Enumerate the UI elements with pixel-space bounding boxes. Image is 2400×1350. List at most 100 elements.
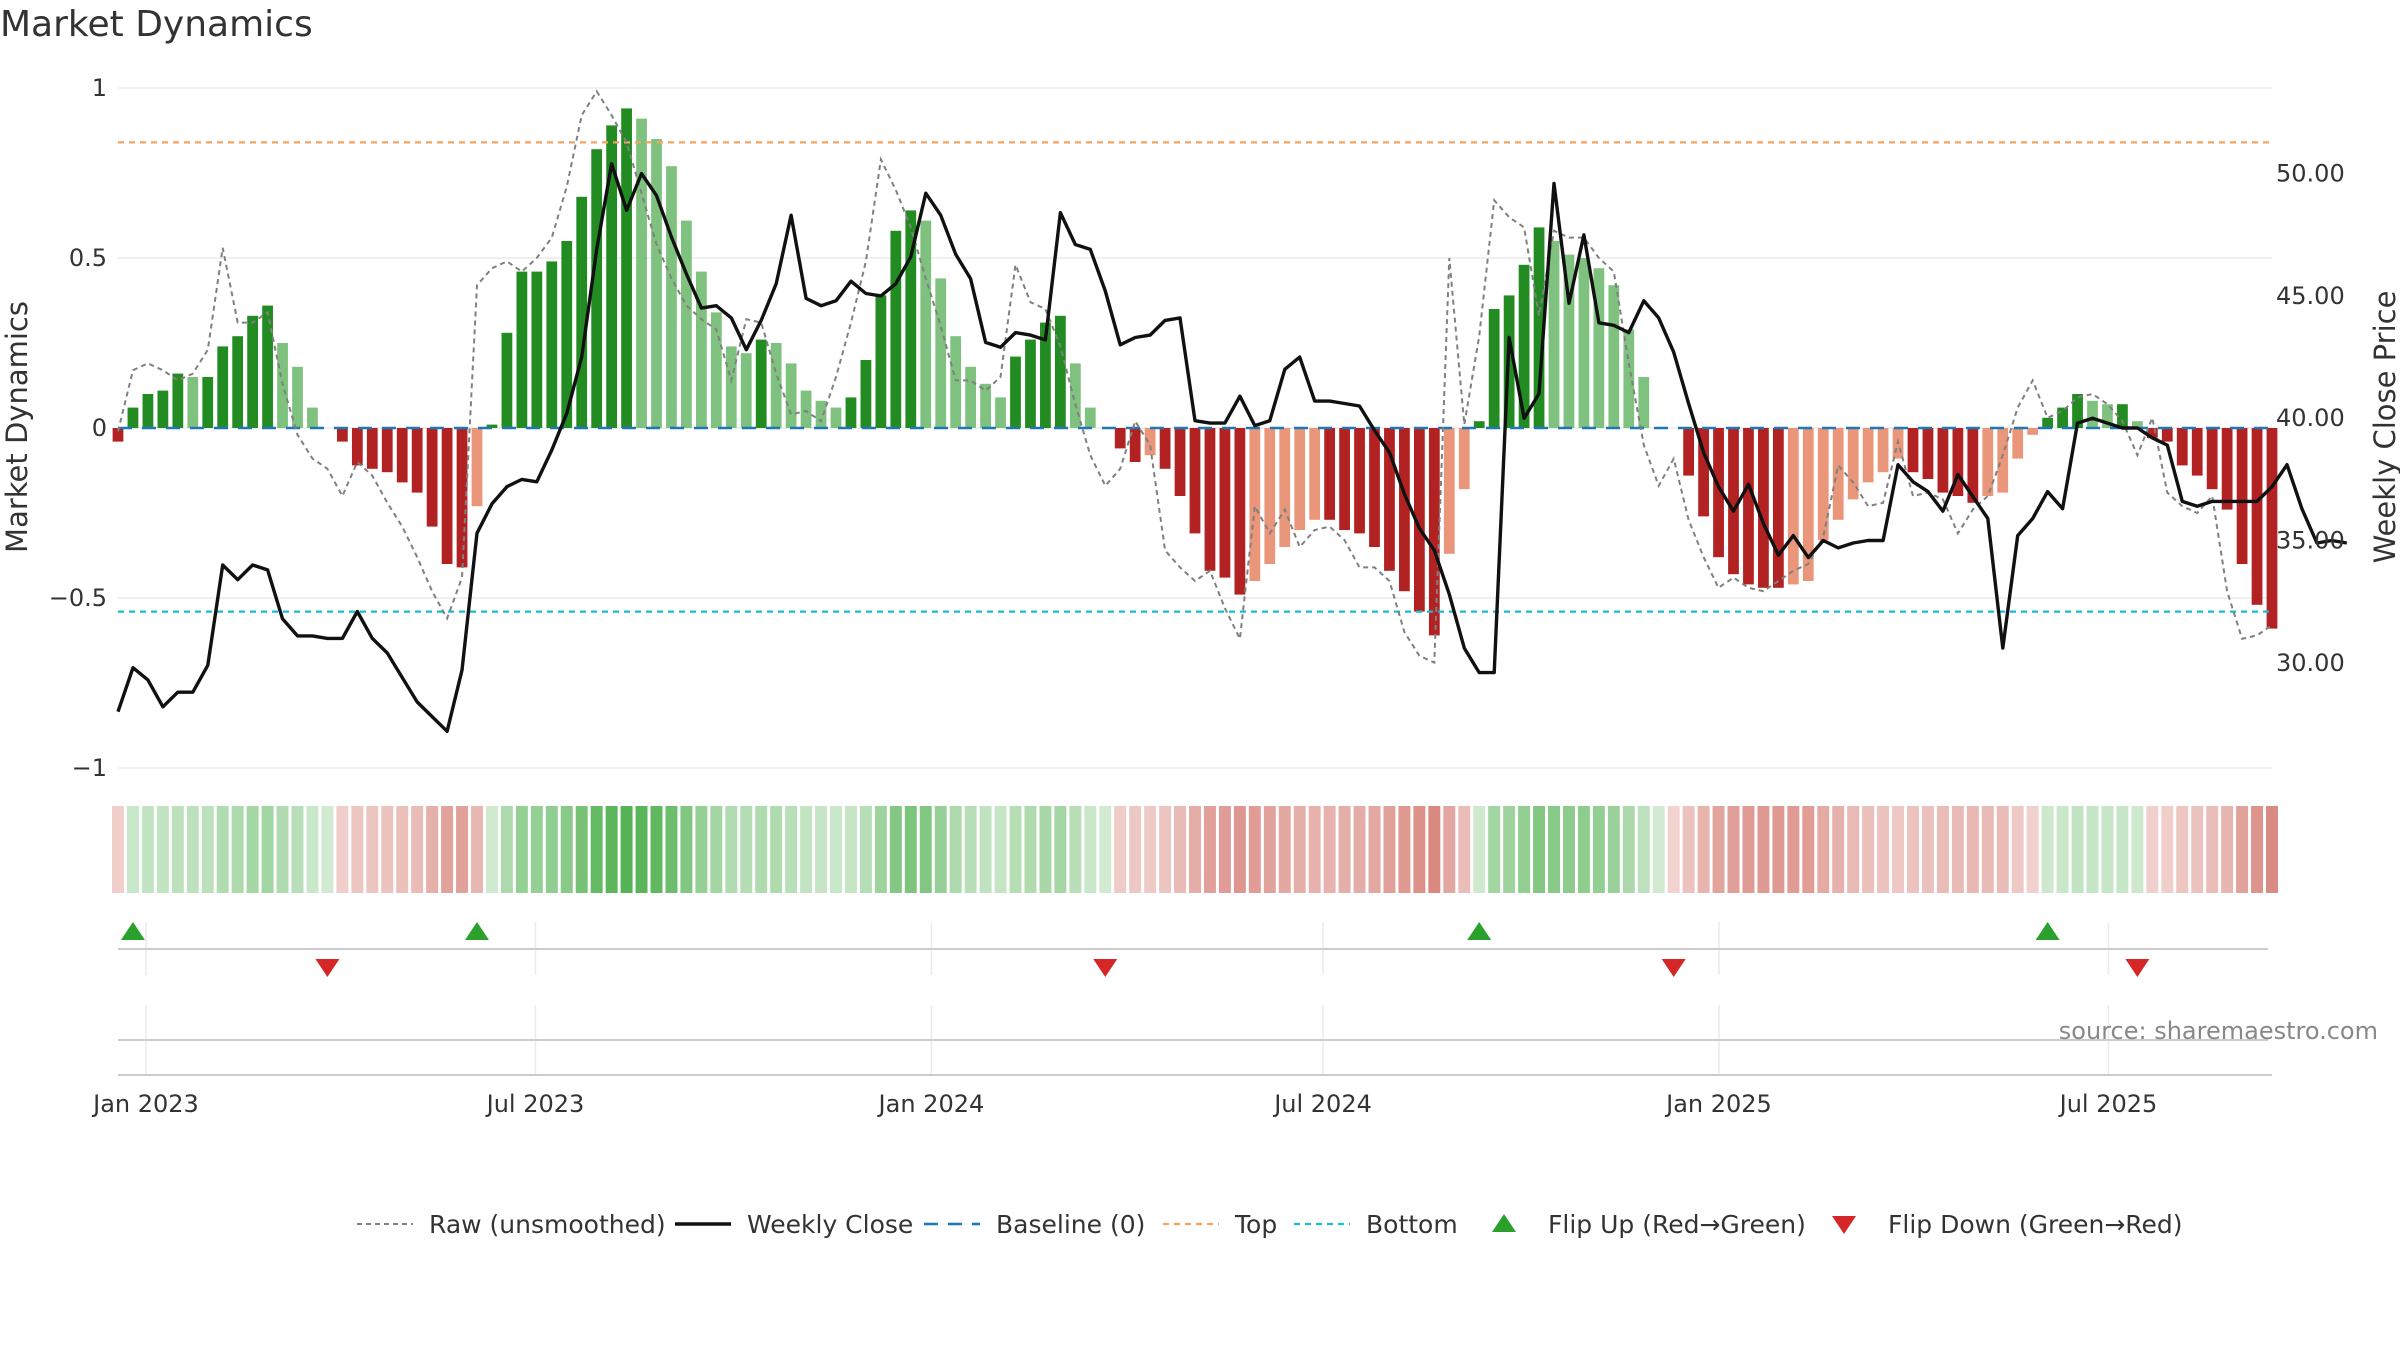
regime-cell: [949, 806, 962, 893]
regime-cell: [695, 806, 708, 893]
dynamics-bar: [1010, 356, 1021, 428]
dynamics-bar: [830, 407, 842, 428]
dynamics-bar: [1384, 428, 1395, 571]
dynamics-bar: [1952, 428, 1964, 496]
dynamics-bar: [1533, 227, 1545, 428]
dynamics-bar: [905, 210, 917, 428]
regime-cell: [620, 806, 633, 893]
chart-title: Market Dynamics: [0, 4, 313, 45]
regime-cell: [1667, 806, 1680, 893]
legend-label: Weekly Close: [747, 1210, 913, 1239]
regime-cell: [934, 806, 947, 893]
dynamics-bar: [2266, 428, 2278, 629]
flip-up-marker: [465, 922, 489, 940]
y-tick-label: −1: [72, 754, 107, 782]
dynamics-bar: [157, 390, 169, 428]
regime-cell: [1114, 806, 1127, 893]
dynamics-bar: [187, 377, 199, 428]
regime-cell: [964, 806, 977, 893]
x-tick-label: Jan 2024: [877, 1090, 985, 1118]
dynamics-bar: [1608, 285, 1620, 428]
regime-cell: [1353, 806, 1366, 893]
dynamics-bar: [920, 220, 932, 428]
regime-cell: [186, 806, 199, 893]
regime-cell: [1862, 806, 1875, 893]
regime-cell: [1503, 806, 1516, 893]
flip-down-marker: [315, 959, 340, 977]
regime-cell: [1637, 806, 1650, 893]
regime-cell: [2161, 806, 2174, 893]
dynamics-bar: [980, 383, 991, 428]
regime-cell: [1966, 806, 1979, 893]
dynamics-bar: [636, 118, 647, 428]
regime-cell: [1548, 806, 1560, 893]
source-label: source: sharemaestro.com: [2059, 1017, 2378, 1045]
dynamics-bar: [1787, 428, 1799, 585]
regime-cell: [1518, 806, 1531, 893]
regime-cell: [1787, 806, 1800, 893]
dynamics-bar: [2176, 428, 2188, 466]
y-axis-title: Market Dynamics: [0, 301, 34, 553]
dynamics-bar: [2042, 417, 2054, 428]
dynamics-bar: [1638, 377, 1650, 428]
dynamics-bar: [2012, 428, 2024, 459]
dynamics-bar: [202, 377, 214, 428]
regime-cell: [1936, 806, 1949, 893]
regime-cell: [1817, 806, 1830, 893]
regime-cell: [1009, 806, 1022, 893]
dynamics-bars: [112, 108, 2278, 636]
dynamics-bar: [486, 424, 498, 428]
regime-cell: [1039, 806, 1052, 893]
dynamics-bar: [1264, 428, 1276, 564]
regime-cell: [1697, 806, 1710, 893]
regime-cell: [2101, 806, 2114, 893]
legend: Raw (unsmoothed) Weekly Close Baseline (0)…: [357, 1210, 2183, 1239]
legend-label: Raw (unsmoothed): [429, 1210, 666, 1239]
dynamics-bar: [1758, 428, 1769, 588]
dynamics-bar: [1174, 428, 1186, 496]
flip-up-marker: [120, 922, 145, 940]
dynamics-bar: [576, 196, 588, 428]
dynamics-bar: [217, 346, 229, 428]
dynamics-bar: [1219, 428, 1231, 578]
dynamics-bar: [1309, 428, 1321, 520]
flip-down-marker: [1093, 959, 1118, 977]
regime-cell: [1248, 806, 1261, 893]
dynamics-bar: [2236, 428, 2248, 564]
legend-item-baseline: Baseline (0): [924, 1210, 1145, 1239]
regime-cell: [889, 806, 902, 893]
regime-cell: [201, 806, 214, 893]
dynamics-bar: [2072, 394, 2083, 428]
dynamics-bar: [2131, 421, 2143, 428]
dynamics-bar: [1114, 428, 1126, 449]
regime-cell: [530, 806, 543, 893]
dynamics-bar: [965, 366, 977, 428]
regime-cell: [156, 806, 169, 893]
dynamics-bar: [411, 428, 423, 493]
flip-down-marker: [1661, 959, 1686, 977]
dynamics-bar: [426, 428, 438, 527]
dynamics-bar: [1937, 428, 1949, 493]
regime-cell: [1951, 806, 1964, 893]
dynamics-bar: [1847, 428, 1859, 500]
dynamics-bar: [1802, 428, 1814, 581]
dynamics-bar: [606, 125, 618, 429]
regime-cell: [1577, 806, 1590, 893]
dynamics-bar: [336, 428, 348, 442]
series-lines: [116, 89, 2348, 733]
dynamics-bar: [1772, 428, 1784, 588]
legend-label: Bottom: [1366, 1210, 1458, 1239]
dynamics-bar: [1428, 428, 1440, 636]
regime-cell: [740, 806, 753, 893]
dynamics-bar: [681, 220, 692, 428]
dynamics-bar: [1473, 421, 1485, 428]
regime-cell: [1398, 806, 1411, 893]
dynamics-bar: [2191, 428, 2203, 476]
y2-tick-label: 30.00: [2276, 649, 2345, 677]
dynamics-bar: [1832, 428, 1844, 520]
dynamics-bar: [651, 139, 662, 428]
dynamics-bar: [2146, 428, 2158, 439]
dynamics-bar: [2161, 428, 2173, 442]
regime-cell: [1144, 806, 1157, 893]
dynamics-bar: [815, 400, 827, 428]
